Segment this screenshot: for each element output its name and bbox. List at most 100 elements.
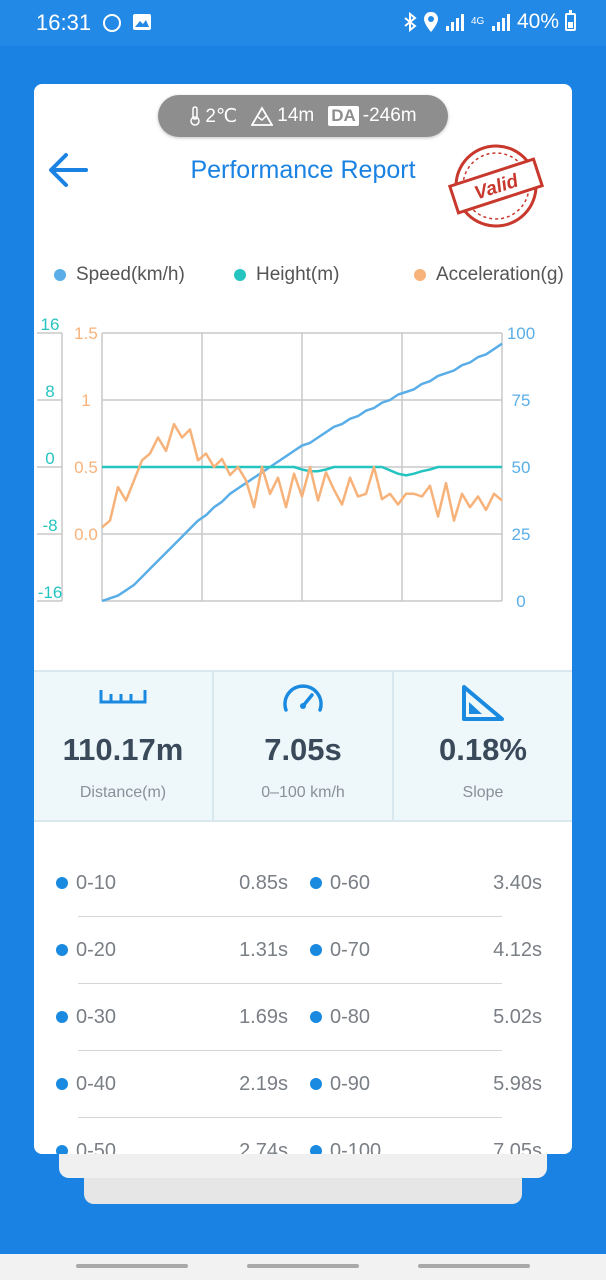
status-time: 16:31 [36,10,92,35]
network-4g: 4G [470,16,485,27]
speed-series-line [101,342,503,603]
split-left: 0-40 [56,1050,116,1118]
split-row: 0-50 2.74s 0-100 7.05s [34,1117,572,1154]
split-right: 0-80 [310,983,370,1051]
height-tick-label: 0 [45,449,54,468]
acceleration-series-line [101,422,503,529]
speed-tick-label: 50 [512,458,531,477]
status-bar: 16:31 4G 40% [0,0,606,46]
split-right-time: 5.98s [493,1073,542,1095]
split-left-time: 1.31s [239,939,288,961]
split-left-label: 0-10 [76,871,117,894]
split-left-label: 0-40 [76,1072,117,1095]
acceleration-tick-label: 1 [81,391,90,410]
split-dot [56,877,68,889]
nav-back-button[interactable] [418,1264,530,1268]
speed-tick-label: 0 [516,592,525,609]
split-dot [310,1078,322,1090]
thermometer-icon [190,106,201,126]
split-row: 0-10 0.85s 0-60 3.40s [34,849,572,917]
back-arrow-icon[interactable] [46,150,90,190]
height-tick-label: 16 [41,315,60,334]
speed-tick-label: 75 [512,391,531,410]
temperature-value: 2℃ [205,105,238,127]
stat-acceleration-time-value: 7.05s [264,732,342,767]
gallery-icon [133,14,151,30]
ruler-icon [99,690,147,704]
split-left-time: 1.69s [239,1006,288,1028]
mountain-icon [251,106,274,126]
stat-slope: 0.18% Slope [392,672,572,820]
stat-slope-label: Slope [462,784,504,801]
split-right-label: 0-90 [330,1072,371,1095]
split-right-label: 0-100 [330,1139,382,1155]
split-right-time: 4.12s [493,939,542,961]
height-tick-label: -8 [42,516,57,535]
legend-height: Height(m) [234,264,339,286]
row-divider [78,1117,502,1118]
page-title: Performance Report [190,156,416,184]
battery-icon [565,10,576,31]
split-left: 0-50 [56,1117,116,1154]
split-right-label: 0-70 [330,938,371,961]
stat-distance-value: 110.17m [62,732,184,767]
stat-acceleration-time-label: 0–100 km/h [261,784,345,801]
split-right: 0-60 [310,849,370,917]
legend-acceleration-dot [414,269,426,281]
split-times: 0-10 0.85s 0-60 3.40s 0-20 1.31s 0-70 4.… [34,822,572,1154]
legend-speed-label: Speed(km/h) [76,264,185,285]
legend-speed: Speed(km/h) [54,264,185,286]
split-right-label: 0-60 [330,871,371,894]
split-dot [56,1078,68,1090]
split-left-label: 0-20 [76,938,117,961]
split-dot [56,944,68,956]
split-dot [310,1011,322,1023]
split-right-label: 0-80 [330,1005,371,1028]
split-right-time: 5.02s [493,1006,542,1028]
row-divider [78,916,502,917]
split-right-time: 7.05s [493,1140,542,1154]
acceleration-tick-label: 1.5 [74,324,98,343]
split-left-label: 0-50 [76,1139,117,1155]
height-tick-label: 8 [45,382,54,401]
stats-panel: 110.17m Distance(m) 7.05s 0–100 km/h 0.1… [34,670,572,822]
split-right: 0-70 [310,916,370,984]
density-altitude-value: -246m [362,105,417,126]
split-left: 0-10 [56,849,116,917]
split-row: 0-40 2.19s 0-90 5.98s [34,1050,572,1118]
stat-distance-label: Distance(m) [79,784,167,801]
signal-icon-2 [491,14,510,31]
slope-icon [462,685,504,721]
speed-tick-label: 100 [507,324,535,343]
bluetooth-icon [404,12,417,32]
density-altitude-badge: DA [328,106,359,126]
acceleration-tick-label: 0.5 [74,458,98,477]
nav-recents-button[interactable] [76,1264,188,1268]
speedometer-icon [283,684,323,712]
height-series-line [102,465,502,477]
legend-height-dot [234,269,246,281]
height-tick-label: -16 [38,583,63,602]
navigation-bar [0,1254,606,1280]
nav-home-button[interactable] [247,1264,359,1268]
legend-height-label: Height(m) [256,264,340,285]
stat-slope-value: 0.18% [439,732,527,767]
signal-icon [445,14,464,31]
split-dot [56,1145,68,1154]
valid-stamp: Valid [447,144,545,228]
split-left-time: 2.74s [239,1140,288,1154]
altitude-value: 14m [277,105,315,126]
legend-acceleration: Acceleration(g) [414,264,564,286]
location-icon [423,12,438,32]
split-left-label: 0-30 [76,1005,117,1028]
split-left: 0-30 [56,983,116,1051]
split-dot [310,877,322,889]
split-left-time: 2.19s [239,1073,288,1095]
performance-chart: 16 8 0 -8 -16 1.5 1 0.5 0.0 100 75 50 25 0 [37,315,535,609]
speed-tick-label: 25 [512,525,531,544]
report-card: 2℃ 14m DA -246m Performance Report Valid [34,84,572,1154]
stat-acceleration-time: 7.05s 0–100 km/h [212,672,392,820]
environment-pill: 2℃ 14m DA -246m [158,95,448,137]
row-divider [78,1050,502,1051]
row-divider [78,983,502,984]
